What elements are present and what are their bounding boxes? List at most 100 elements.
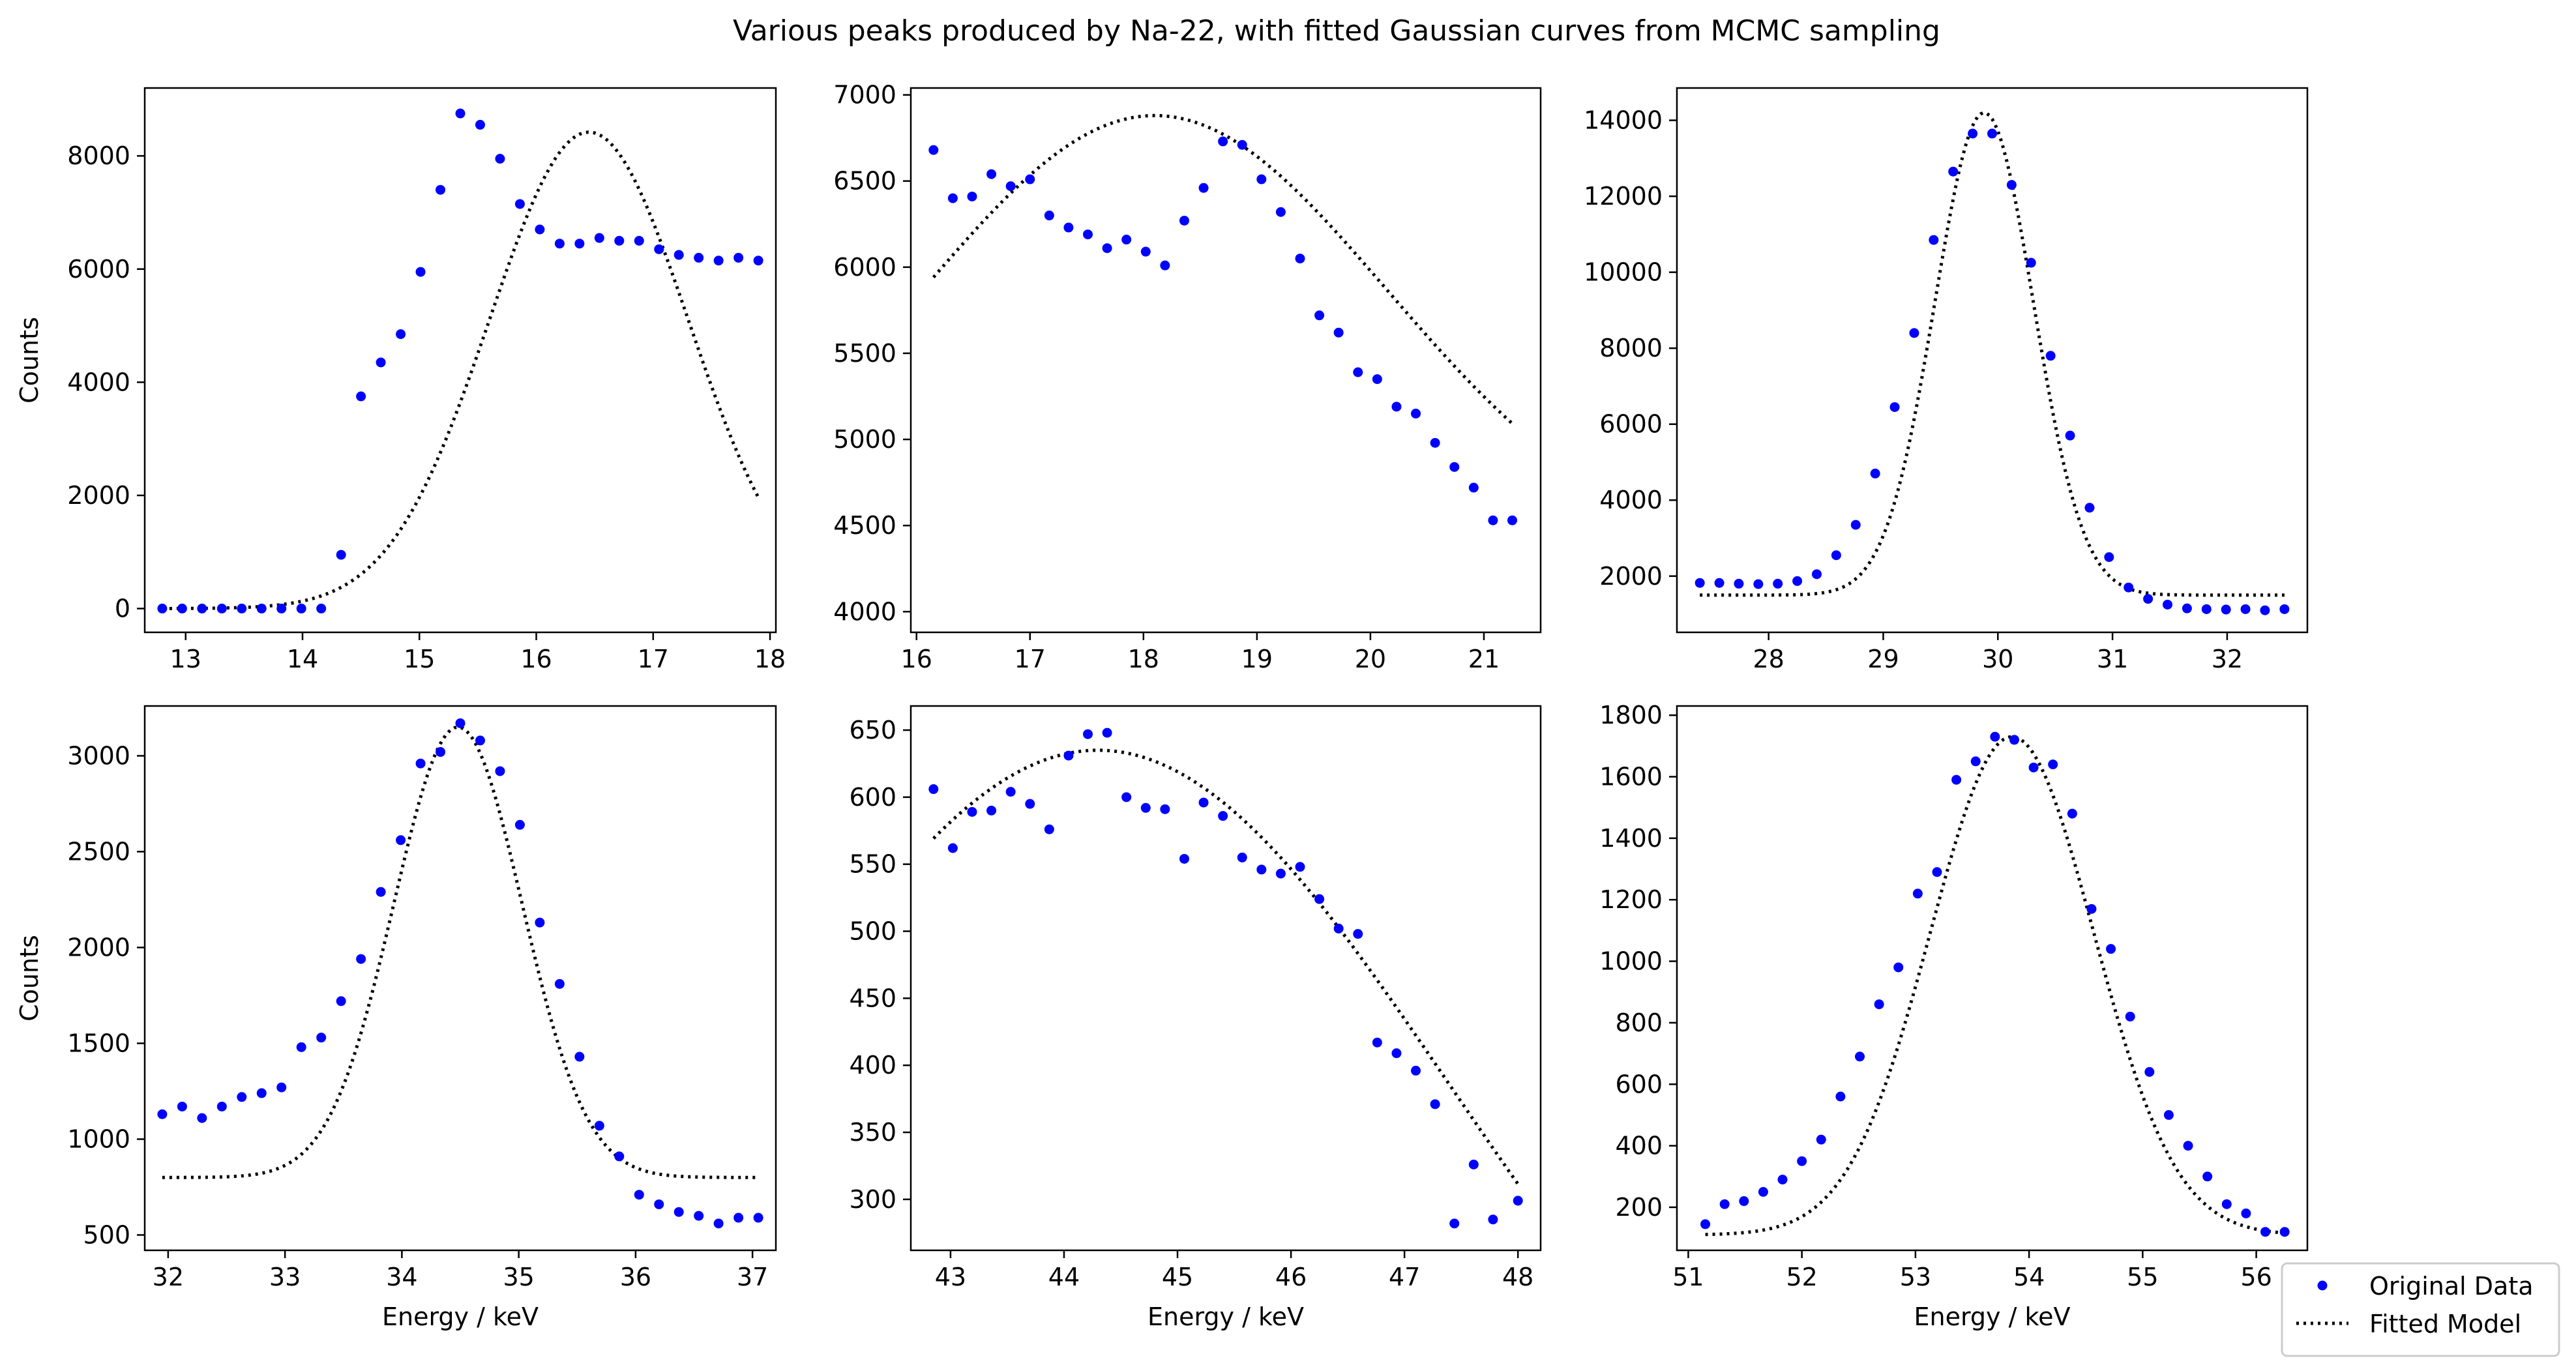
data-point: [1372, 1037, 1382, 1048]
y-axis-label: Counts: [15, 317, 44, 404]
data-point: [1812, 569, 1822, 580]
y-tick-label: 7000: [833, 81, 896, 110]
data-point: [2221, 1199, 2232, 1209]
data-point: [1121, 235, 1132, 245]
data-point: [436, 184, 446, 195]
data-point: [1218, 811, 1228, 821]
fitted-model-line: [932, 748, 1520, 1185]
data-point: [2241, 1208, 2251, 1218]
data-point: [1932, 867, 1942, 877]
data-point: [694, 252, 704, 263]
data-point: [1237, 140, 1247, 150]
data-point: [2163, 599, 2172, 610]
panel-5: 43 44 45 46 47 48 300 350 400 450 500 550 600 650 Ener…: [849, 705, 1542, 1331]
x-tick-label: 54: [2013, 1263, 2045, 1291]
x-tick-label: 36: [620, 1263, 651, 1291]
data-point: [967, 806, 977, 817]
data-point: [2202, 1171, 2213, 1182]
data-point: [1816, 1134, 1826, 1145]
data-point: [475, 735, 485, 746]
data-point: [1929, 235, 1939, 245]
data-point: [356, 391, 366, 402]
y-tick-label: 2000: [67, 933, 130, 962]
figure-title: Various peaks produced by Na-22, with fi…: [733, 14, 1940, 48]
data-point: [654, 1199, 664, 1209]
data-point: [336, 550, 346, 560]
x-axis-label: Energy / keV: [1914, 1302, 2070, 1331]
data-point: [197, 1113, 207, 1123]
data-point: [2143, 594, 2154, 604]
data-point: [1353, 929, 1363, 939]
data-point: [415, 267, 426, 277]
y-tick-label: 400: [1615, 1132, 1663, 1160]
data-point: [276, 1082, 287, 1093]
data-point: [753, 256, 763, 266]
data-point: [967, 191, 977, 201]
x-tick-label: 15: [404, 645, 435, 673]
data-point: [2009, 735, 2019, 745]
x-tick-label: 29: [1867, 645, 1899, 673]
data-point: [1005, 181, 1016, 192]
y-tick-label: 600: [849, 783, 896, 812]
x-tick-label: 35: [503, 1263, 534, 1291]
data-point: [733, 1213, 744, 1223]
data-point: [1792, 576, 1803, 586]
y-tick-label: 4000: [1599, 486, 1663, 514]
data-point: [237, 1092, 247, 1102]
x-tick-label: 16: [520, 645, 552, 673]
data-point: [1739, 1196, 1749, 1207]
y-tick-label: 1800: [1599, 701, 1663, 729]
data-point: [2086, 904, 2097, 914]
data-point: [1333, 923, 1344, 933]
data-point: [1237, 852, 1247, 862]
data-point: [1912, 889, 1923, 899]
y-tick-label: 3000: [67, 741, 130, 770]
data-point: [1449, 462, 1460, 472]
y-tick-label: 300: [849, 1185, 896, 1214]
data-point: [1275, 207, 1286, 217]
data-point: [495, 154, 505, 164]
data-point: [356, 954, 366, 964]
data-point: [256, 604, 267, 614]
data-point: [674, 1207, 684, 1217]
data-point: [1468, 482, 1479, 493]
legend: Original Data Fitted Model: [2281, 1262, 2560, 1357]
data-point: [986, 169, 997, 179]
fitted-model-line: [162, 130, 760, 610]
data-point: [415, 758, 426, 769]
data-point: [296, 604, 306, 614]
data-point: [674, 250, 684, 260]
data-point: [1005, 787, 1016, 797]
data-point: [1719, 1199, 1730, 1209]
data-point: [1874, 999, 1884, 1010]
data-point: [594, 233, 604, 243]
y-axis-label: Counts: [15, 935, 44, 1022]
data-point: [157, 1109, 168, 1119]
data-point: [1797, 1156, 1807, 1166]
data-point: [1160, 804, 1170, 814]
y-tick-label: 1200: [1599, 885, 1663, 914]
data-point: [2240, 604, 2251, 614]
data-point: [2221, 604, 2231, 615]
data-point: [1353, 367, 1363, 377]
y-tick-label: 550: [849, 850, 896, 879]
y-tick-label: 500: [849, 917, 896, 946]
y-tick-label: 6500: [833, 167, 896, 196]
legend-frame: [2281, 1262, 2560, 1357]
data-point: [237, 604, 247, 614]
axes-frame: [910, 705, 1542, 1252]
data-point: [1102, 728, 1112, 738]
data-point: [2006, 180, 2017, 190]
x-tick-label: 13: [170, 645, 201, 673]
data-point: [1083, 229, 1093, 240]
x-tick-label: 56: [2240, 1263, 2272, 1291]
y-tick-label: 8000: [1599, 334, 1663, 362]
data-point: [2125, 1011, 2135, 1022]
x-tick-label: 51: [1672, 1263, 1704, 1291]
data-point: [1160, 260, 1170, 271]
data-point: [316, 604, 327, 614]
data-point: [928, 145, 939, 155]
data-point: [2048, 759, 2058, 770]
